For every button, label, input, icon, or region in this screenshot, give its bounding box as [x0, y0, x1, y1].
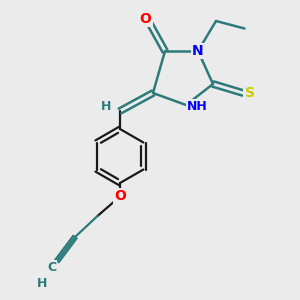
Text: H: H	[101, 100, 112, 113]
Text: S: S	[244, 86, 255, 100]
Text: NH: NH	[187, 100, 208, 113]
Text: C: C	[47, 261, 56, 274]
Text: O: O	[140, 12, 152, 26]
Text: O: O	[114, 190, 126, 203]
Text: H: H	[37, 277, 47, 290]
Text: N: N	[192, 44, 204, 58]
